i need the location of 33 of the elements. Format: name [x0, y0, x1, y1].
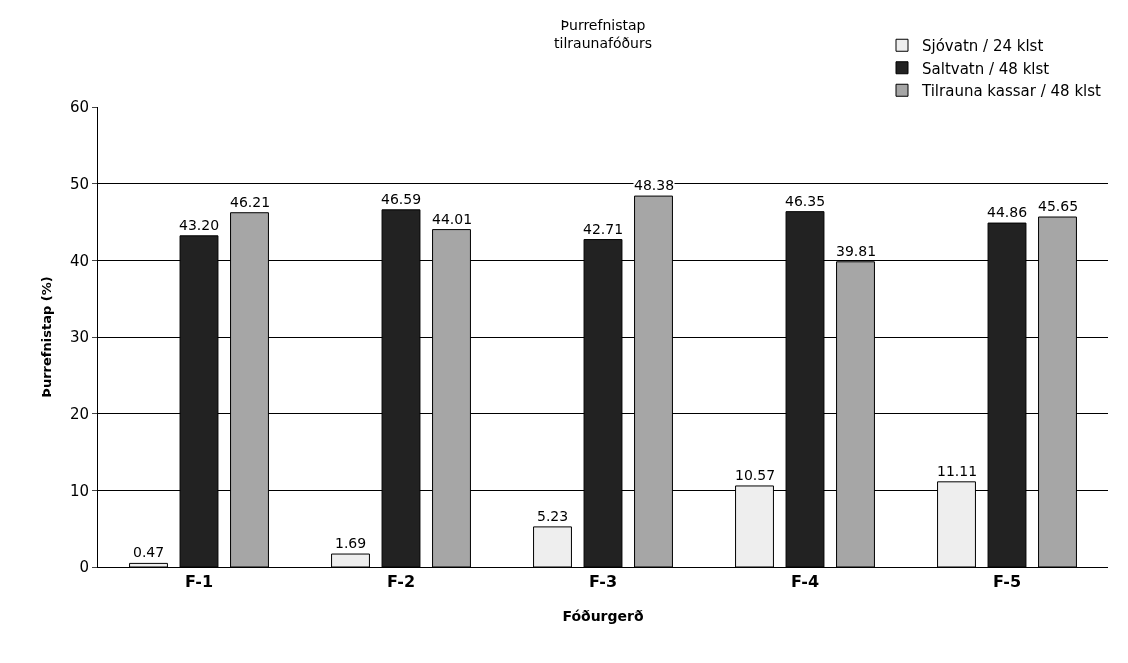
y-tick-label: 50 [69, 174, 89, 193]
chart-title: Þurrefnistap tilraunafóðurs [554, 16, 652, 52]
x-tick-label: F-3 [588, 572, 618, 592]
data-label: 11.11 [937, 463, 978, 479]
y-tick-label: 40 [69, 251, 89, 270]
data-label: 45.65 [1038, 198, 1079, 214]
x-tick-label: F-2 [386, 572, 416, 592]
data-label: 48.38 [634, 177, 675, 193]
data-label: 44.01 [432, 211, 473, 227]
data-label: 39.81 [836, 243, 877, 259]
x-tick-label: F-4 [790, 572, 820, 592]
legend-label: Saltvatn / 48 klst [922, 59, 1050, 78]
legend-label: Tilrauna kassar / 48 klst [921, 82, 1102, 101]
data-label: 0.47 [133, 544, 165, 560]
y-tick-label: 60 [69, 98, 89, 117]
data-label: 46.21 [230, 194, 271, 210]
data-label: 46.59 [381, 191, 422, 207]
y-tick-label: 30 [69, 328, 89, 347]
y-axis-title: Þurrefnistap (%) [38, 276, 54, 398]
y-tick-label: 10 [69, 481, 89, 500]
x-tick-label: F-5 [992, 572, 1022, 592]
data-label: 43.20 [179, 217, 220, 233]
y-tick-label: 20 [69, 404, 89, 423]
data-label: 46.35 [785, 193, 826, 209]
data-label: 5.23 [537, 508, 569, 524]
x-tick-label: F-1 [184, 572, 214, 592]
data-label: 1.69 [335, 535, 367, 551]
x-axis-title: Fóðurgerð [562, 607, 644, 624]
data-label: 42.71 [583, 221, 624, 237]
data-label: 10.57 [735, 467, 776, 483]
y-tick-label: 0 [79, 558, 89, 577]
data-label: 44.86 [987, 204, 1028, 220]
legend-label: Sjóvatn / 24 klst [922, 37, 1044, 56]
